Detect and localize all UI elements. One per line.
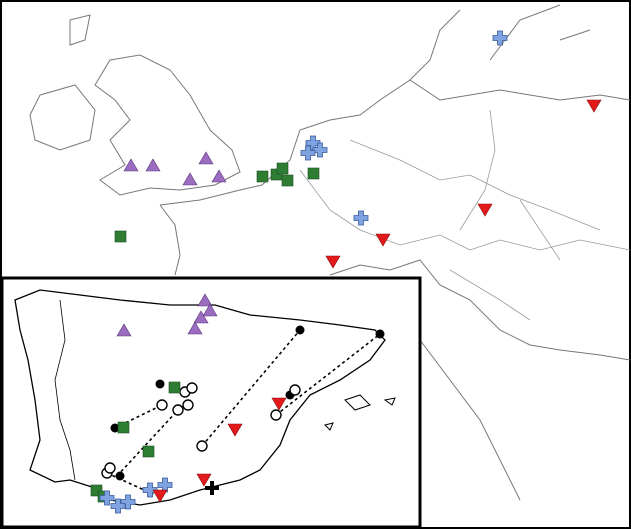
marker xyxy=(114,230,127,243)
marker xyxy=(276,162,289,175)
marker xyxy=(172,404,184,416)
marker xyxy=(196,440,208,452)
link xyxy=(116,409,179,477)
marker xyxy=(110,423,120,433)
link xyxy=(201,329,301,447)
coastlines xyxy=(29,4,631,501)
islands xyxy=(324,394,396,431)
marker xyxy=(295,325,305,335)
marker xyxy=(142,445,155,458)
marker xyxy=(205,481,219,495)
marker xyxy=(375,329,385,339)
marker xyxy=(186,382,198,394)
coastline xyxy=(14,289,386,506)
marker xyxy=(182,399,194,411)
marker xyxy=(117,421,130,434)
marker xyxy=(270,168,283,181)
link xyxy=(275,333,381,416)
marker xyxy=(90,484,103,497)
marker xyxy=(104,462,116,474)
marker xyxy=(168,381,181,394)
marker xyxy=(115,471,125,481)
marker xyxy=(155,379,165,389)
marker xyxy=(270,409,282,421)
marker xyxy=(281,174,294,187)
iberia-inset xyxy=(0,276,422,529)
marker xyxy=(307,167,320,180)
europe-markers xyxy=(114,30,602,269)
border xyxy=(54,299,76,481)
marker xyxy=(156,399,168,411)
marker xyxy=(256,170,269,183)
marker xyxy=(289,384,301,396)
